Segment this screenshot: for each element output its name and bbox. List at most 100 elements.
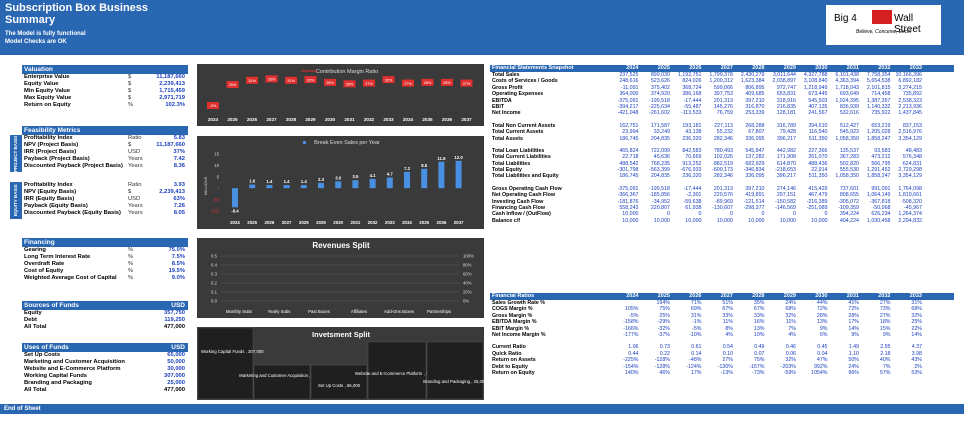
ratios-title: Financial Ratios	[492, 293, 535, 299]
use-value: 307,000	[164, 373, 185, 379]
cashflow-cell: 737,601	[839, 185, 859, 192]
equity-metric-row: IRR (Equity Basis) USD 63%	[22, 196, 188, 203]
cashflow-cell: -2,301	[686, 192, 702, 199]
liabilities-cell: 682,929	[745, 160, 765, 167]
cashflow-cell: -130,607	[712, 205, 733, 212]
liabilities-cell: 614,870	[776, 160, 796, 167]
margin-ratio-cell: 67%	[753, 306, 765, 313]
financing-row: Overdraft Rate% 8.5%	[22, 261, 188, 268]
uses-total-value: 477,000	[164, 387, 185, 393]
cashflow-label: Gross Operating Cash Flow	[492, 185, 562, 192]
pl-cell: 3,108,840	[803, 78, 828, 85]
cashflow-row: Gross Operating Cash Flow -375,091 -199,51…	[490, 186, 954, 192]
revenues-split-chart: Revenues Split 0.5 100% 0.4 80% 0.3 60% 0.2 40% 0…	[197, 238, 484, 318]
assets-cell: 204,835	[650, 135, 670, 142]
tick-label: 2026	[247, 117, 258, 122]
margin-ratio-cell: 8%	[725, 325, 733, 332]
pl-cell: -261,602	[649, 110, 670, 117]
equity-metric-label: Payback (Equity Basis)	[24, 203, 88, 209]
pl-cell: 2,101,815	[866, 84, 891, 91]
valuation-label: Enterprise Value	[24, 74, 70, 80]
pl-cell: 1,218,949	[803, 84, 828, 91]
cashflow-cell: 1,030,458	[866, 217, 891, 224]
data-label: 28%	[424, 81, 432, 85]
y-tick-right: 40%	[463, 281, 472, 286]
treemap-tile	[367, 341, 427, 400]
cashflow-cell: 297,151	[776, 192, 796, 199]
data-label: -5%	[210, 104, 217, 108]
margin-ratio-cell: 75%	[659, 306, 670, 313]
cashflow-label: Cash Inflow / (OutFlow)	[492, 211, 551, 218]
equity-metric-row: Profitability Index Ratio 3.93	[22, 182, 188, 189]
cashflow-cell: 1,064,149	[866, 192, 891, 199]
liabilities-cell: 566,795	[871, 160, 891, 167]
pl-cell: 253,339	[745, 110, 765, 117]
liabilities-cell: -563,399	[649, 167, 670, 174]
pl-cell: 7,758,354	[866, 72, 891, 78]
tick-label: 2033	[383, 117, 394, 122]
assets-cell: 282,346	[713, 135, 733, 142]
margin-ratio-cell: 4%	[788, 331, 796, 338]
cashflow-cell: 0	[824, 211, 828, 218]
valuation-value: 2,239,413	[159, 81, 185, 87]
cashflow-cell: 419,891	[745, 192, 765, 199]
pl-cell: 2,430,279	[740, 72, 765, 78]
cashflow-row: Cash Inflow / (OutFlow) 10,000 0 0 0 0 0 0 394,2…	[490, 211, 954, 217]
status-checks: Model Checks are OK	[5, 39, 67, 45]
chart-title: Contribution Margin Ratio	[316, 69, 378, 75]
bar	[266, 185, 273, 189]
cashflow-cell: 10,000	[716, 217, 733, 224]
pl-cell: -394,217	[617, 103, 639, 110]
cashflow-row: Investing Cash Flow -181,876 -34,952 -59,63…	[490, 199, 954, 205]
data-label: 27%	[404, 82, 412, 86]
margin-ratio-cell: 32%	[911, 312, 922, 319]
cashflow-cell: 10,000	[811, 217, 828, 224]
pl-cell: 1,192,751	[677, 72, 702, 78]
cashflow-cell: 0	[761, 211, 765, 218]
margin-ratio-cell: 67%	[722, 306, 733, 313]
cashflow-cell: 0	[793, 211, 796, 218]
tick-label: 2037	[461, 117, 472, 122]
return-ratio-cell: -124%	[686, 363, 702, 370]
project-metric-unit: Years	[128, 163, 143, 169]
year-header: 2028	[752, 293, 765, 299]
pl-cell: 76,759	[716, 110, 733, 117]
margin-ratio-cell: 27%	[879, 300, 891, 306]
cashflow-cell: -508,320	[901, 198, 922, 205]
return-ratio-cell: 0.07	[754, 350, 765, 357]
margin-ratio-cell: 27%	[879, 312, 891, 319]
treemap-label: Website and E-Commerce Platform , 30,000	[355, 371, 440, 376]
assets-cell: 79,428	[779, 129, 796, 136]
valuation-label: Return on Equity	[24, 102, 71, 108]
valuation-unit: $	[128, 81, 132, 87]
pl-cell: 237,525	[619, 72, 639, 78]
return-ratio-cell: 57%	[879, 369, 891, 376]
pl-cell: -17,444	[683, 97, 702, 104]
bar	[369, 178, 376, 189]
cashflow-cell: -199,518	[649, 185, 670, 192]
pl-cell: -199,518	[649, 97, 670, 104]
assets-cell: 236,320	[682, 135, 702, 142]
margin-ratio-cell: -32%	[657, 325, 670, 332]
year-header: 2025	[657, 293, 670, 299]
financing-row: Weighted Average Cost of Capital% 9.0%	[22, 275, 188, 282]
use-row: Working Capital Funds 307,000	[22, 373, 188, 380]
year-header: 2033	[909, 293, 922, 299]
liabilities-cell: 3,354,129	[898, 173, 922, 180]
uses-unit: USD	[171, 344, 185, 351]
financing-unit: %	[128, 275, 134, 281]
pl-cell: 397,753	[713, 91, 733, 98]
return-ratio-label: Debt to Equity	[492, 363, 528, 370]
tick-label: 2025	[227, 117, 238, 122]
liabilities-row: Total Liabilities 488,542 768,235 913,252 88…	[490, 161, 954, 167]
legend-swatch	[303, 141, 306, 144]
return-ratio-cell: 0.46	[785, 344, 796, 351]
pl-cell: 407,135	[808, 103, 828, 110]
margin-ratio-cell: 194%	[656, 300, 670, 306]
cashflow-cell: -251,089	[806, 205, 828, 212]
liabilities-cell: 70,669	[685, 154, 702, 161]
pl-cell: 2,213,936	[898, 103, 922, 110]
liabilities-cell: 780,493	[713, 147, 733, 154]
equity-metric-row: NPV (Equity Basis) $2,239,413	[22, 189, 188, 196]
equity-metric-row: Payback (Equity Basis) Years 7.26	[22, 203, 188, 210]
